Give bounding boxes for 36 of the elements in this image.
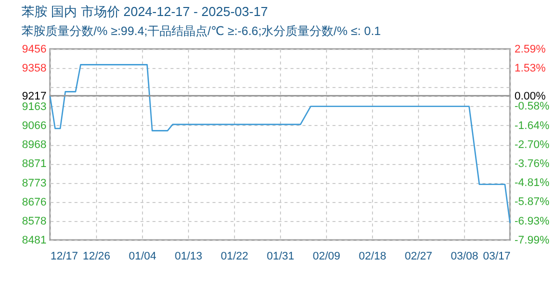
y2-tick-label: -1.64%	[514, 120, 550, 132]
x-tick-label: 02/18	[358, 250, 386, 262]
y-tick-label: 8968	[22, 139, 46, 152]
line-series	[49, 64, 511, 224]
x-tick-label: 01/22	[220, 250, 248, 262]
y-tick-label: 9163	[22, 100, 46, 113]
y2-tick-label: 2.59%	[514, 44, 546, 56]
y-tick-label: 8871	[22, 158, 46, 170]
x-tick-label: 12/17	[50, 250, 78, 262]
y2-tick-label: 1.53%	[514, 62, 546, 75]
y2-tick-label: -6.93%	[514, 215, 550, 228]
y-tick-label: 9456	[22, 44, 46, 56]
y2-tick-label: -3.76%	[514, 158, 550, 170]
chart-subtitle: 苯胺质量分数/% ≥:99.4;干品结晶点/℃ ≥:-6.6;水分质量分数/% ≤: 0.1	[22, 24, 382, 38]
y2-tick-label: -0.58%	[514, 100, 550, 113]
y2-tick-label: -4.81%	[514, 177, 550, 190]
x-tick-label: 02/27	[404, 250, 432, 262]
y-tick-label: 8773	[22, 177, 46, 190]
x-tick-label: 01/31	[266, 250, 294, 262]
x-tick-label: 03/17	[482, 250, 510, 262]
y-tick-label: 8481	[22, 234, 46, 246]
x-tick-label: 12/26	[82, 250, 110, 262]
y-tick-label: 9358	[22, 62, 46, 75]
x-tick-label: 03/08	[450, 250, 478, 262]
y-tick-label: 8676	[22, 196, 46, 208]
y2-tick-label: 0.00%	[514, 90, 546, 102]
x-tick-label: 01/13	[174, 250, 202, 262]
x-tick-label: 01/04	[128, 250, 156, 262]
y2-tick-label: -2.70%	[514, 139, 550, 151]
y-tick-label: 8578	[22, 216, 46, 228]
y-tick-label: 9217	[22, 90, 46, 102]
y2-tick-label: -5.87%	[514, 196, 550, 208]
y-tick-label: 9066	[22, 120, 46, 132]
y2-tick-label: -7.99%	[514, 234, 550, 246]
x-tick-label: 02/09	[312, 250, 340, 262]
chart-title: 苯胺 国内 市场价 2024-12-17 - 2025-03-17	[22, 4, 268, 19]
